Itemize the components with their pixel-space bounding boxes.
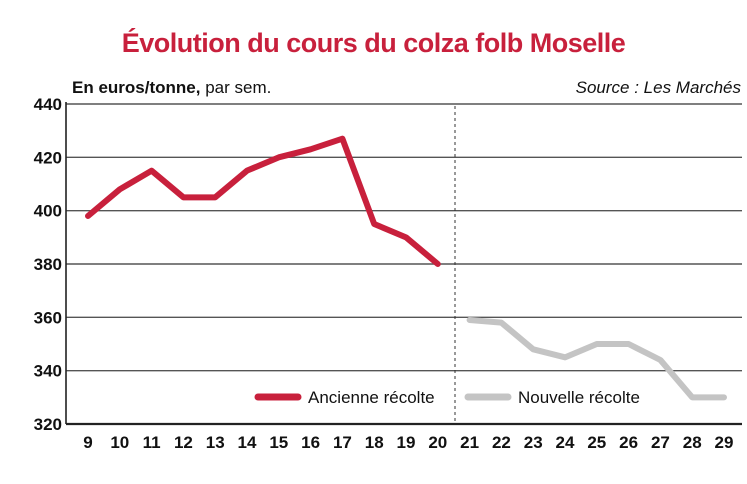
x-tick-label-29: 29 <box>715 433 734 452</box>
legend-label-nouvelle-r-colte: Nouvelle récolte <box>518 388 640 407</box>
y-tick-label-400: 400 <box>34 202 62 221</box>
legend-label-ancienne-r-colte: Ancienne récolte <box>308 388 435 407</box>
x-tick-label-13: 13 <box>206 433 225 452</box>
data-point-nouvelle-r-colte-28 <box>690 395 694 399</box>
y-tick-label-340: 340 <box>34 362 62 381</box>
data-point-ancienne-r-colte-13 <box>213 195 217 199</box>
unit-label-rest: par sem. <box>200 78 272 97</box>
x-tick-label-25: 25 <box>587 433 606 452</box>
unit-label: En euros/tonne, par sem. <box>72 78 271 98</box>
y-tick-label-320: 320 <box>34 415 62 434</box>
data-point-ancienne-r-colte-14 <box>245 169 249 173</box>
x-tick-label-10: 10 <box>110 433 129 452</box>
data-point-nouvelle-r-colte-27 <box>658 358 662 362</box>
x-tick-label-28: 28 <box>683 433 702 452</box>
x-tick-label-12: 12 <box>174 433 193 452</box>
x-tick-label-22: 22 <box>492 433 511 452</box>
data-point-ancienne-r-colte-11 <box>150 169 154 173</box>
y-tick-label-380: 380 <box>34 255 62 274</box>
x-tick-label-16: 16 <box>301 433 320 452</box>
series-line-nouvelle-r-colte <box>466 317 727 401</box>
data-point-nouvelle-r-colte-25 <box>595 342 599 346</box>
x-tick-label-20: 20 <box>428 433 447 452</box>
x-tick-label-26: 26 <box>619 433 638 452</box>
x-tick-label-11: 11 <box>143 433 161 452</box>
data-point-ancienne-r-colte-15 <box>277 155 281 159</box>
unit-label-bold: En euros/tonne, <box>72 78 201 97</box>
x-tick-label-15: 15 <box>269 433 288 452</box>
data-point-nouvelle-r-colte-26 <box>627 342 631 346</box>
x-tick-label-24: 24 <box>556 433 575 452</box>
x-tick-label-27: 27 <box>651 433 670 452</box>
source-label: Source : Les Marchés <box>575 78 741 97</box>
data-point-nouvelle-r-colte-22 <box>499 321 503 325</box>
x-tick-label-9: 9 <box>83 433 92 452</box>
data-point-ancienne-r-colte-19 <box>404 235 408 239</box>
data-point-ancienne-r-colte-16 <box>309 147 313 151</box>
x-tick-label-23: 23 <box>524 433 543 452</box>
data-point-ancienne-r-colte-20 <box>436 262 440 266</box>
x-tick-label-21: 21 <box>460 433 479 452</box>
data-point-ancienne-r-colte-12 <box>181 195 185 199</box>
x-tick-label-17: 17 <box>333 433 352 452</box>
data-point-ancienne-r-colte-17 <box>340 137 344 141</box>
data-point-ancienne-r-colte-10 <box>118 187 122 191</box>
x-tick-label-14: 14 <box>238 433 257 452</box>
chart-title: Évolution du cours du colza folb Moselle <box>121 28 626 58</box>
data-point-ancienne-r-colte-9 <box>86 214 90 218</box>
data-point-nouvelle-r-colte-21 <box>468 318 472 322</box>
y-tick-label-420: 420 <box>34 148 62 167</box>
data-point-nouvelle-r-colte-24 <box>563 355 567 359</box>
data-point-ancienne-r-colte-18 <box>372 222 376 226</box>
series-line-ancienne-r-colte <box>85 135 441 267</box>
data-point-nouvelle-r-colte-29 <box>722 395 726 399</box>
y-tick-label-440: 440 <box>34 95 62 114</box>
data-point-nouvelle-r-colte-23 <box>531 347 535 351</box>
x-tick-label-18: 18 <box>365 433 384 452</box>
x-tick-label-19: 19 <box>397 433 416 452</box>
y-tick-label-360: 360 <box>34 308 62 327</box>
